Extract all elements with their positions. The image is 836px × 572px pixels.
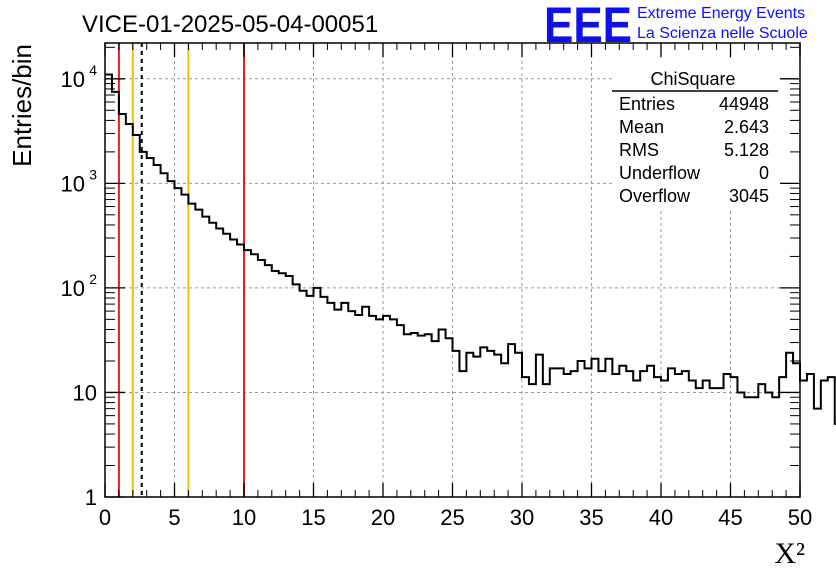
axis-ticks bbox=[104, 43, 801, 498]
chart-title: VICE-01-2025-05-04-00051 bbox=[82, 11, 378, 38]
stats-value: 2.643 bbox=[724, 117, 769, 137]
y-tick-exponent: 4 bbox=[89, 62, 97, 78]
grid-lines bbox=[105, 43, 800, 497]
y-tick-exponent: 2 bbox=[89, 271, 97, 287]
x-tick-label: 10 bbox=[232, 505, 256, 530]
y-tick-label: 10 bbox=[73, 380, 97, 405]
x-tick-label: 25 bbox=[440, 505, 464, 530]
eee-logo: EEE Extreme Energy Events La Scienza nel… bbox=[544, 0, 808, 53]
stats-label: RMS bbox=[619, 140, 659, 160]
stats-label: Mean bbox=[619, 117, 664, 137]
stats-label: Entries bbox=[619, 94, 675, 114]
x-tick-label: 20 bbox=[371, 505, 395, 530]
x-tick-label: 5 bbox=[168, 505, 180, 530]
histogram-series bbox=[105, 73, 836, 425]
reference-lines bbox=[117, 43, 245, 497]
x-tick-label: 40 bbox=[649, 505, 673, 530]
stats-value: 44948 bbox=[719, 94, 769, 114]
stats-value: 5.128 bbox=[724, 140, 769, 160]
x-tick-label: 45 bbox=[718, 505, 742, 530]
stats-label: Underflow bbox=[619, 163, 701, 183]
stats-box: ChiSquare Entries 44948 Mean 2.643 RMS 5.128 U… bbox=[612, 58, 780, 208]
y-tick-exponent: 3 bbox=[89, 166, 97, 182]
eee-logo-line2: La Scienza nelle Scuole bbox=[637, 25, 808, 42]
x-tick-label: 15 bbox=[301, 505, 325, 530]
y-axis-title: Entries/bin bbox=[7, 44, 37, 167]
eee-logo-mark: EEE bbox=[544, 0, 632, 53]
y-tick-label: 1 bbox=[85, 485, 97, 510]
y-tick-label: 10 bbox=[61, 171, 85, 196]
x-tick-label: 0 bbox=[99, 505, 111, 530]
stats-title: ChiSquare bbox=[650, 69, 735, 89]
stats-label: Overflow bbox=[619, 186, 691, 206]
eee-logo-line1: Extreme Energy Events bbox=[637, 5, 805, 22]
y-tick-label: 10 bbox=[61, 276, 85, 301]
x-tick-label: 50 bbox=[788, 505, 812, 530]
x-tick-label: 35 bbox=[579, 505, 603, 530]
x-axis-title: X² bbox=[774, 537, 805, 570]
stats-value: 3045 bbox=[729, 186, 769, 206]
stats-value: 0 bbox=[759, 163, 769, 183]
x-tick-labels: 0 5 10 15 20 25 30 35 40 45 50 bbox=[99, 505, 812, 530]
x-tick-label: 30 bbox=[510, 505, 534, 530]
y-tick-label: 10 bbox=[61, 67, 85, 92]
